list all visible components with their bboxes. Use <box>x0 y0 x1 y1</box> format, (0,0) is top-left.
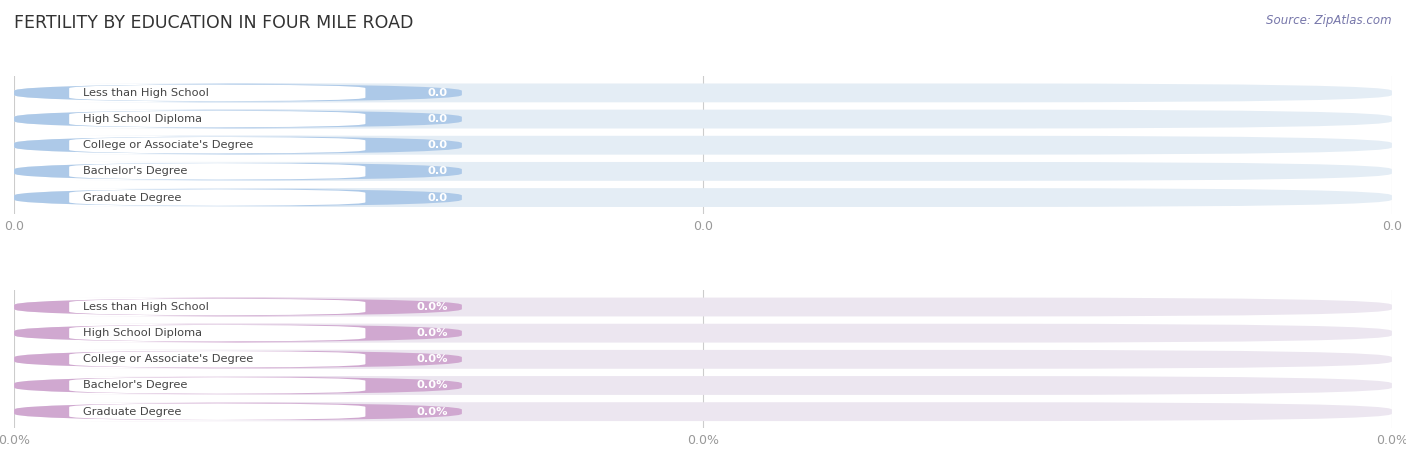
Text: 0.0: 0.0 <box>427 88 449 98</box>
FancyBboxPatch shape <box>69 189 366 206</box>
FancyBboxPatch shape <box>69 111 366 128</box>
FancyBboxPatch shape <box>14 324 1392 343</box>
FancyBboxPatch shape <box>14 350 1392 369</box>
Text: 0.0%: 0.0% <box>416 302 449 312</box>
Text: Bachelor's Degree: Bachelor's Degree <box>83 167 187 177</box>
Text: Bachelor's Degree: Bachelor's Degree <box>83 380 187 390</box>
FancyBboxPatch shape <box>14 136 1392 155</box>
FancyBboxPatch shape <box>14 188 463 207</box>
Text: 0.0: 0.0 <box>427 114 449 124</box>
FancyBboxPatch shape <box>14 324 463 343</box>
FancyBboxPatch shape <box>14 298 463 317</box>
Text: 0.0%: 0.0% <box>416 380 449 390</box>
FancyBboxPatch shape <box>14 402 1392 421</box>
FancyBboxPatch shape <box>14 376 463 395</box>
Text: High School Diploma: High School Diploma <box>83 328 202 338</box>
Text: 0.0: 0.0 <box>427 167 449 177</box>
FancyBboxPatch shape <box>14 136 463 155</box>
FancyBboxPatch shape <box>14 109 463 129</box>
FancyBboxPatch shape <box>14 188 1392 207</box>
Text: 0.0%: 0.0% <box>416 407 449 416</box>
FancyBboxPatch shape <box>69 137 366 154</box>
FancyBboxPatch shape <box>14 83 463 102</box>
FancyBboxPatch shape <box>69 377 366 394</box>
Text: FERTILITY BY EDUCATION IN FOUR MILE ROAD: FERTILITY BY EDUCATION IN FOUR MILE ROAD <box>14 14 413 32</box>
Text: Graduate Degree: Graduate Degree <box>83 193 181 203</box>
Text: Less than High School: Less than High School <box>83 88 209 98</box>
FancyBboxPatch shape <box>69 163 366 180</box>
Text: High School Diploma: High School Diploma <box>83 114 202 124</box>
FancyBboxPatch shape <box>14 402 463 421</box>
FancyBboxPatch shape <box>14 376 1392 395</box>
FancyBboxPatch shape <box>14 109 1392 129</box>
FancyBboxPatch shape <box>69 85 366 101</box>
FancyBboxPatch shape <box>69 403 366 420</box>
Text: 0.0%: 0.0% <box>416 328 449 338</box>
FancyBboxPatch shape <box>14 162 1392 181</box>
Text: Graduate Degree: Graduate Degree <box>83 407 181 416</box>
Text: 0.0%: 0.0% <box>416 354 449 364</box>
Text: 0.0: 0.0 <box>427 140 449 150</box>
FancyBboxPatch shape <box>69 298 366 316</box>
Text: 0.0: 0.0 <box>427 193 449 203</box>
Text: Source: ZipAtlas.com: Source: ZipAtlas.com <box>1267 14 1392 27</box>
FancyBboxPatch shape <box>14 162 463 181</box>
FancyBboxPatch shape <box>14 298 1392 317</box>
FancyBboxPatch shape <box>14 83 1392 102</box>
FancyBboxPatch shape <box>69 351 366 367</box>
FancyBboxPatch shape <box>14 350 463 369</box>
Text: College or Associate's Degree: College or Associate's Degree <box>83 140 253 150</box>
Text: Less than High School: Less than High School <box>83 302 209 312</box>
Text: College or Associate's Degree: College or Associate's Degree <box>83 354 253 364</box>
FancyBboxPatch shape <box>69 325 366 342</box>
